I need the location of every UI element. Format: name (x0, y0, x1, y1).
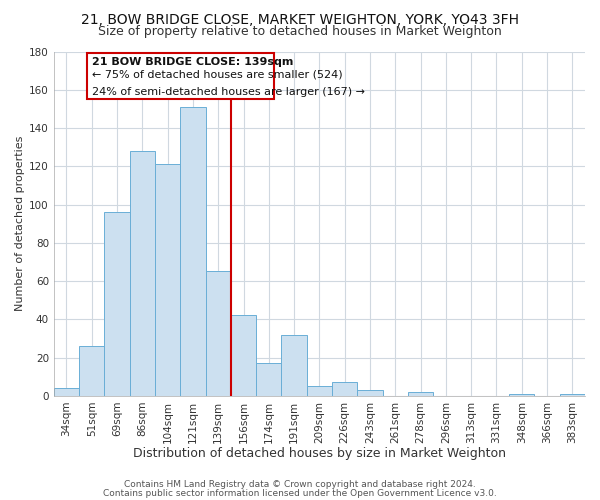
Text: Contains HM Land Registry data © Crown copyright and database right 2024.: Contains HM Land Registry data © Crown c… (124, 480, 476, 489)
Bar (509, 394, 535, 396)
Text: Size of property relative to detached houses in Market Weighton: Size of property relative to detached ho… (98, 25, 502, 38)
Bar (180, 107, 206, 396)
Bar (281, 334, 307, 396)
Bar (79, 346, 104, 396)
Bar (155, 164, 180, 396)
Bar (206, 272, 231, 396)
X-axis label: Distribution of detached houses by size in Market Weighton: Distribution of detached houses by size … (133, 447, 506, 460)
Bar (130, 151, 155, 396)
Bar (54, 388, 79, 396)
Y-axis label: Number of detached properties: Number of detached properties (15, 136, 25, 312)
Bar (560, 394, 585, 396)
Text: 21, BOW BRIDGE CLOSE, MARKET WEIGHTON, YORK, YO43 3FH: 21, BOW BRIDGE CLOSE, MARKET WEIGHTON, Y… (81, 12, 519, 26)
Bar (231, 316, 256, 396)
Text: 21 BOW BRIDGE CLOSE: 139sqm: 21 BOW BRIDGE CLOSE: 139sqm (92, 57, 293, 67)
Bar (332, 382, 358, 396)
Bar (256, 364, 281, 396)
Text: ← 75% of detached houses are smaller (524): ← 75% of detached houses are smaller (52… (92, 70, 343, 80)
Bar (307, 386, 332, 396)
Text: 24% of semi-detached houses are larger (167) →: 24% of semi-detached houses are larger (… (92, 87, 365, 97)
FancyBboxPatch shape (86, 54, 274, 100)
Bar (104, 212, 130, 396)
Bar (358, 390, 383, 396)
Bar (408, 392, 433, 396)
Text: Contains public sector information licensed under the Open Government Licence v3: Contains public sector information licen… (103, 488, 497, 498)
